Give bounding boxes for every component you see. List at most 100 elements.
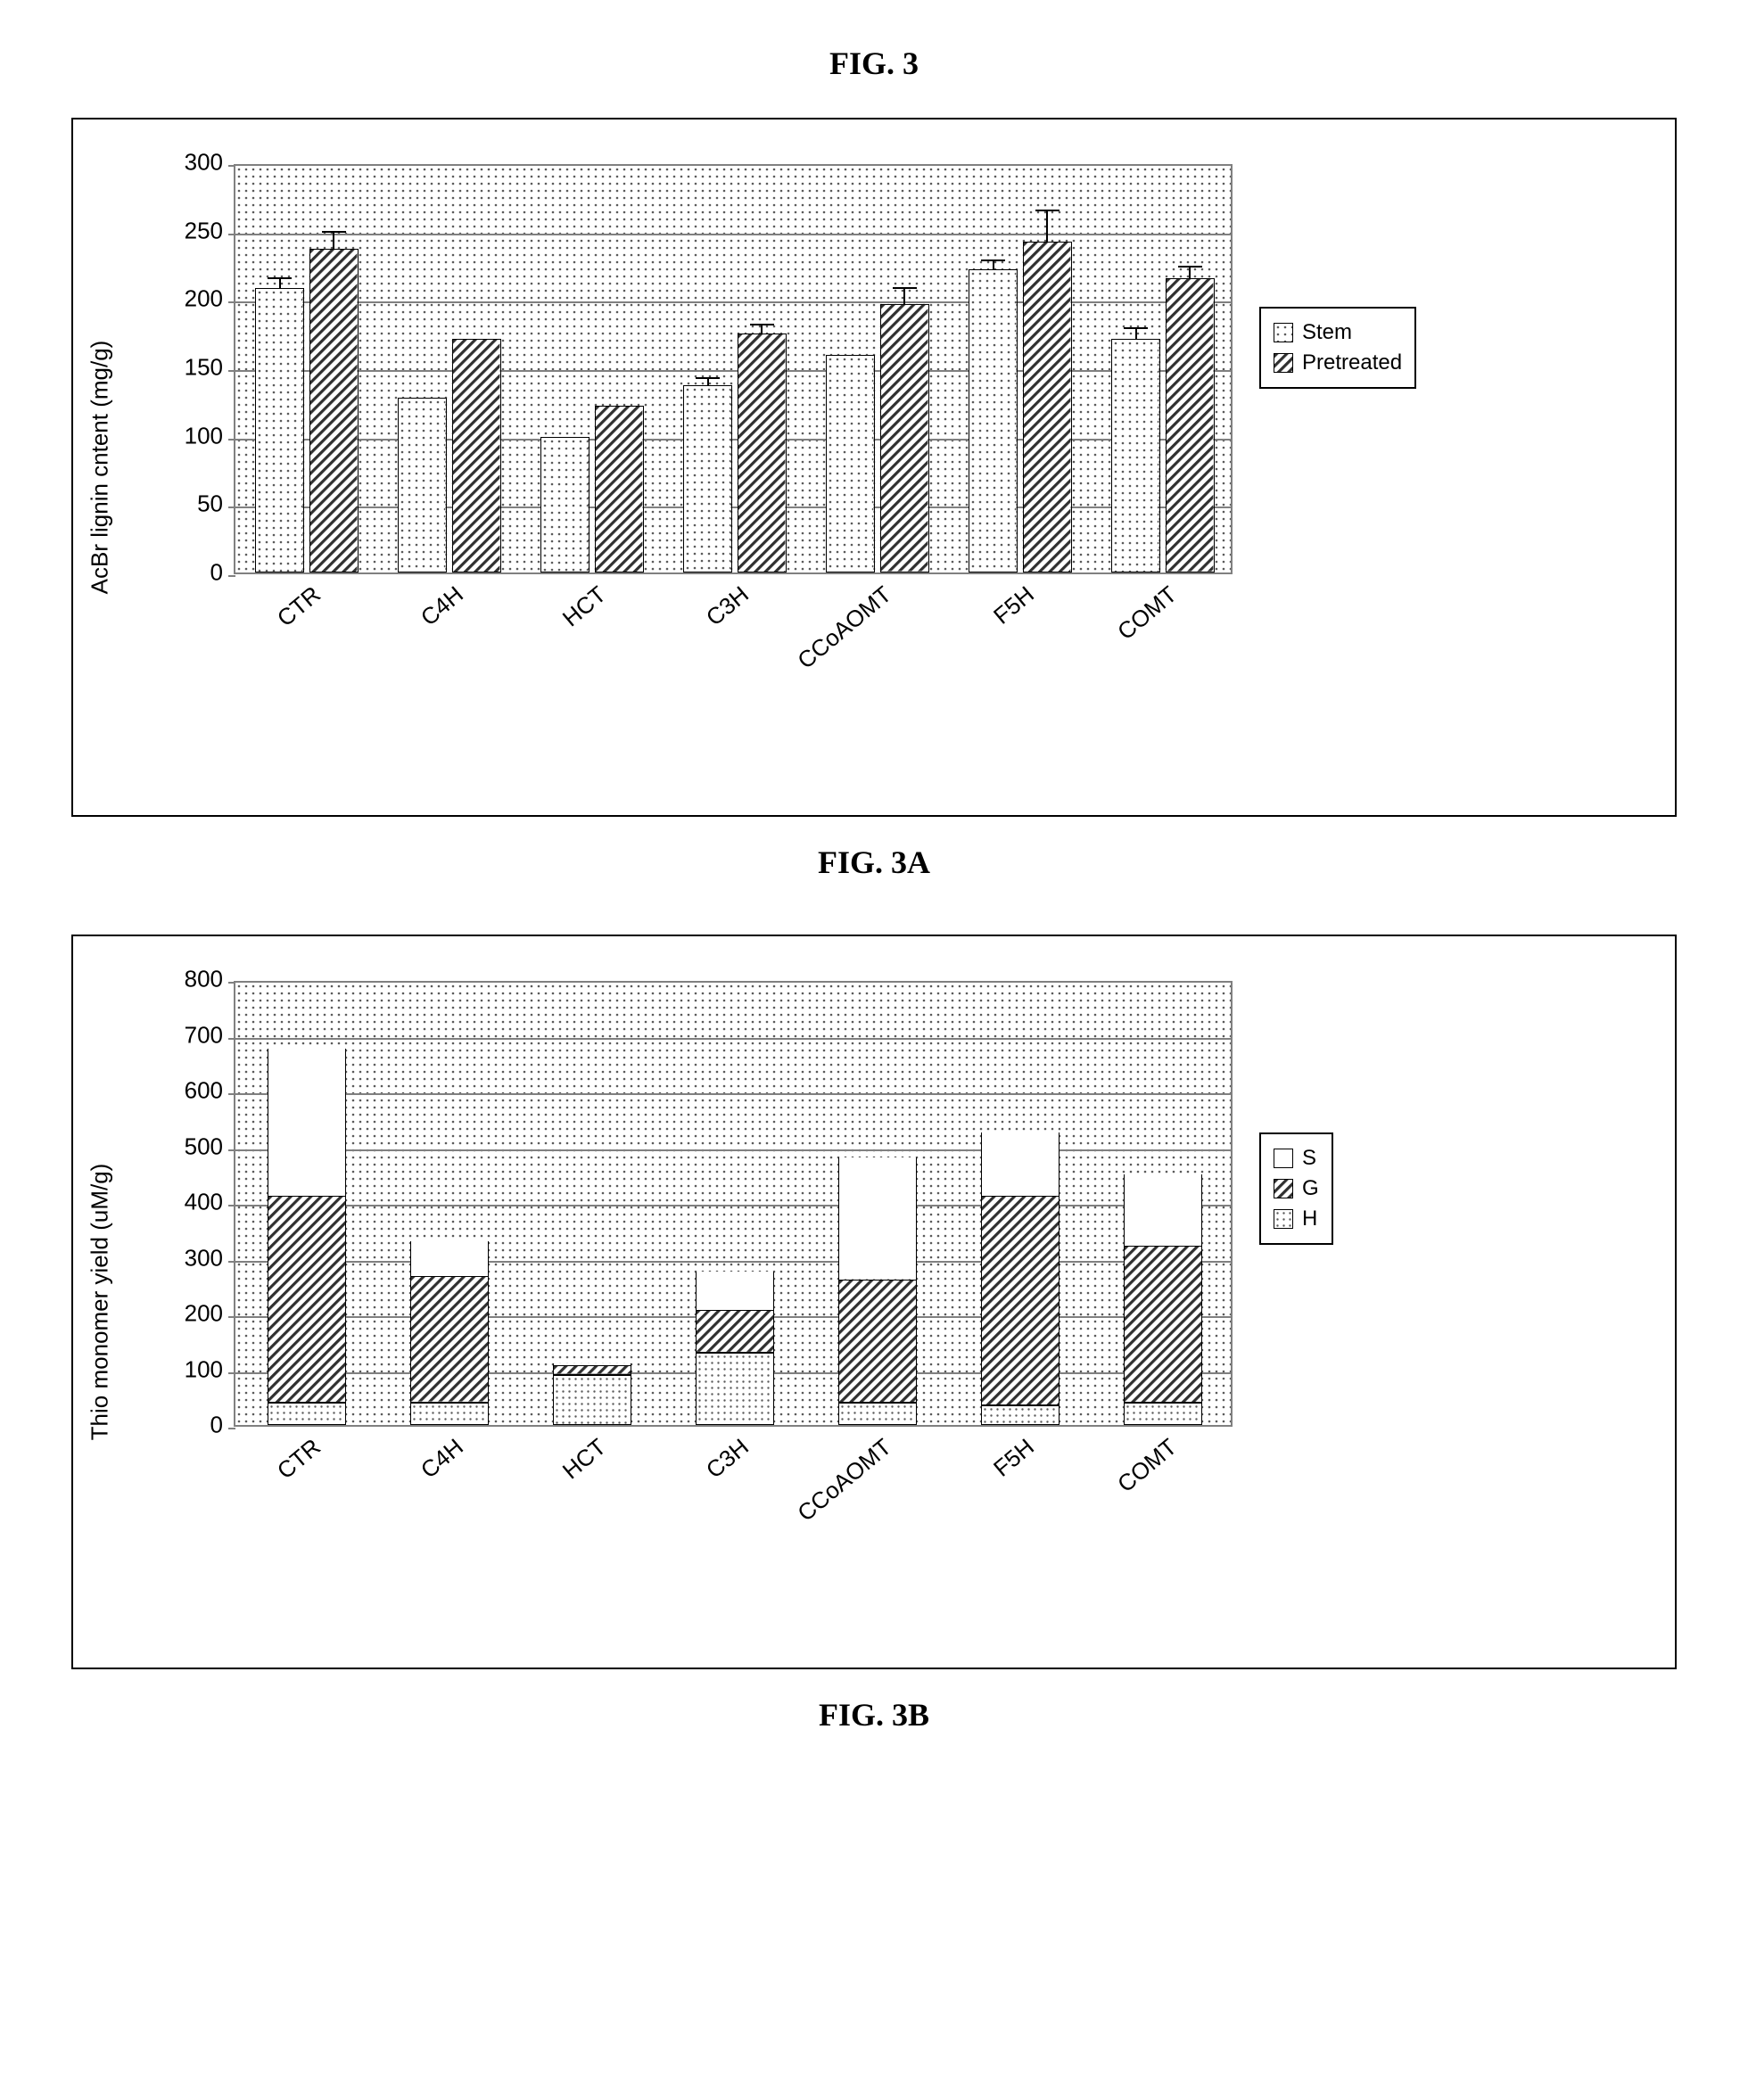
bar [826, 355, 874, 572]
panel-a-ylabel: AcBr lignin cntent (mg/g) [87, 341, 114, 595]
panel-b-ylabel: Thio monomer yield (uM/g) [87, 1164, 114, 1441]
errorbar-cap [268, 277, 292, 279]
ytick-label: 50 [197, 490, 235, 518]
ytick-label: 150 [185, 354, 235, 382]
bar-segment [553, 1375, 631, 1425]
errorbar-cap [696, 377, 720, 379]
xcat-label: COMT [1105, 572, 1182, 646]
legend-label: H [1302, 1206, 1317, 1231]
xcat-label: CCoAOMT [786, 1425, 897, 1528]
bar [969, 269, 1017, 572]
xcat-label: C3H [694, 572, 754, 631]
ytick-mark [228, 1093, 235, 1095]
legend-swatch [1274, 1179, 1293, 1198]
panel-b-plot-area: 0100200300400500600700800CTRC4HHCTC3HCCo… [234, 981, 1233, 1427]
xcat-label: COMT [1105, 1425, 1182, 1498]
ytick-mark [228, 1316, 235, 1318]
legend-row: H [1274, 1204, 1319, 1234]
errorbar-stem [279, 278, 281, 288]
gridline [235, 301, 1231, 303]
ytick-label: 300 [185, 1244, 235, 1272]
xcat-label: C4H [408, 1425, 468, 1484]
bar-segment [410, 1403, 489, 1425]
bar [880, 304, 928, 572]
bar [452, 339, 500, 572]
bar-segment [1124, 1403, 1202, 1425]
ytick-mark [228, 575, 235, 577]
ytick-mark [228, 370, 235, 372]
bar [398, 398, 446, 572]
ytick-mark [228, 1149, 235, 1151]
ytick-mark [228, 1372, 235, 1374]
bar [255, 288, 303, 572]
panel-a-caption: FIG. 3A [71, 844, 1677, 881]
errorbar-cap [1035, 210, 1060, 211]
bar [1023, 242, 1071, 572]
panel-a-ylabel-container: AcBr lignin cntent (mg/g) [100, 146, 153, 788]
bar-segment [696, 1353, 774, 1425]
ytick-label: 200 [185, 285, 235, 313]
xcat-label: C4H [408, 572, 468, 631]
errorbar-cap [893, 287, 917, 289]
bar-segment [268, 1403, 346, 1425]
ytick-mark [228, 301, 235, 303]
bar-segment [981, 1405, 1060, 1425]
bar [1166, 278, 1214, 572]
ytick-mark [228, 982, 235, 984]
legend-row: Stem [1274, 317, 1402, 348]
errorbar-stem [333, 232, 334, 248]
panel-b-outer: Thio monomer yield (uM/g) 01002003004005… [71, 935, 1677, 1669]
xcat-label: C3H [694, 1425, 754, 1484]
gridline [235, 234, 1231, 235]
ytick-label: 100 [185, 422, 235, 449]
gridline [235, 506, 1231, 508]
bar-segment [1124, 1247, 1202, 1403]
bar-segment [696, 1272, 774, 1311]
legend-label: G [1302, 1176, 1319, 1201]
panel-a-inner: AcBr lignin cntent (mg/g) 0 50 100 150 200 25… [100, 146, 1595, 788]
xcat-label: F5H [981, 572, 1039, 630]
errorbar-stem [1189, 267, 1191, 279]
bar-segment [981, 1197, 1060, 1405]
ytick-label: 200 [185, 1300, 235, 1328]
ytick-mark [228, 439, 235, 441]
bar-segment [838, 1403, 917, 1425]
bar-segment [696, 1311, 774, 1353]
bar-segment [553, 1363, 631, 1366]
ytick-label: 250 [185, 217, 235, 244]
gridline [235, 370, 1231, 372]
panel-a-legend: StemPretreated [1259, 307, 1416, 389]
errorbar-stem [993, 260, 994, 268]
bar [595, 406, 643, 572]
ytick-label: 800 [185, 966, 235, 993]
ytick-label: 0 [210, 1412, 235, 1439]
xcat-label: CTR [265, 1425, 326, 1485]
gridline [235, 439, 1231, 441]
bar-segment [838, 1157, 917, 1281]
xcat-label: HCT [550, 1425, 612, 1485]
legend-row: G [1274, 1174, 1319, 1204]
errorbar-stem [1135, 328, 1137, 339]
legend-swatch [1274, 1209, 1293, 1229]
errorbar-stem [707, 378, 709, 385]
ytick-mark [228, 1261, 235, 1263]
ytick-label: 300 [185, 149, 235, 177]
ytick-label: 0 [210, 559, 235, 587]
bar [309, 249, 358, 572]
bar-segment [268, 1197, 346, 1403]
xcat-label: F5H [981, 1425, 1039, 1483]
errorbar-stem [761, 325, 763, 333]
bar [738, 334, 786, 572]
gridline [235, 1093, 1231, 1095]
ytick-label: 400 [185, 1189, 235, 1216]
ytick-label: 500 [185, 1132, 235, 1160]
legend-label: Stem [1302, 320, 1352, 345]
bar-segment [838, 1281, 917, 1404]
bar [540, 437, 589, 572]
ytick-label: 600 [185, 1077, 235, 1105]
gridline [235, 1261, 1231, 1263]
panel-a-outer: AcBr lignin cntent (mg/g) 0 50 100 150 200 25… [71, 118, 1677, 817]
figure-label: FIG. 3 [71, 45, 1677, 82]
panel-b-caption: FIG. 3B [71, 1696, 1677, 1734]
bar-segment [410, 1241, 489, 1278]
